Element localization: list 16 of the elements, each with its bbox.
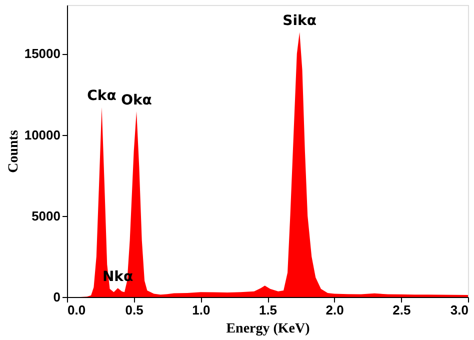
y-tick-label: 10000 — [24, 127, 60, 142]
x-tick-label: 2.5 — [392, 302, 411, 318]
x-tick-label: 0.5 — [125, 302, 144, 318]
y-tick-label: 0 — [53, 290, 60, 304]
y-tick-label: 15000 — [24, 46, 60, 62]
x-tick-label: 1.0 — [192, 302, 210, 318]
x-tick-label: 3.0 — [450, 302, 468, 318]
x-tick-label: 2.0 — [326, 302, 344, 318]
annotation: Sikα — [282, 13, 317, 30]
x-tick-label: 1.5 — [258, 302, 278, 318]
y-tick-label: 5000 — [32, 208, 60, 224]
x-axis-title: Energy (KeV) — [226, 322, 310, 336]
annotation: Okα — [121, 92, 152, 108]
x-tick-label: 0.0 — [68, 302, 86, 318]
annotation: Ckα — [87, 88, 117, 104]
y-axis-title: Counts — [6, 130, 22, 173]
